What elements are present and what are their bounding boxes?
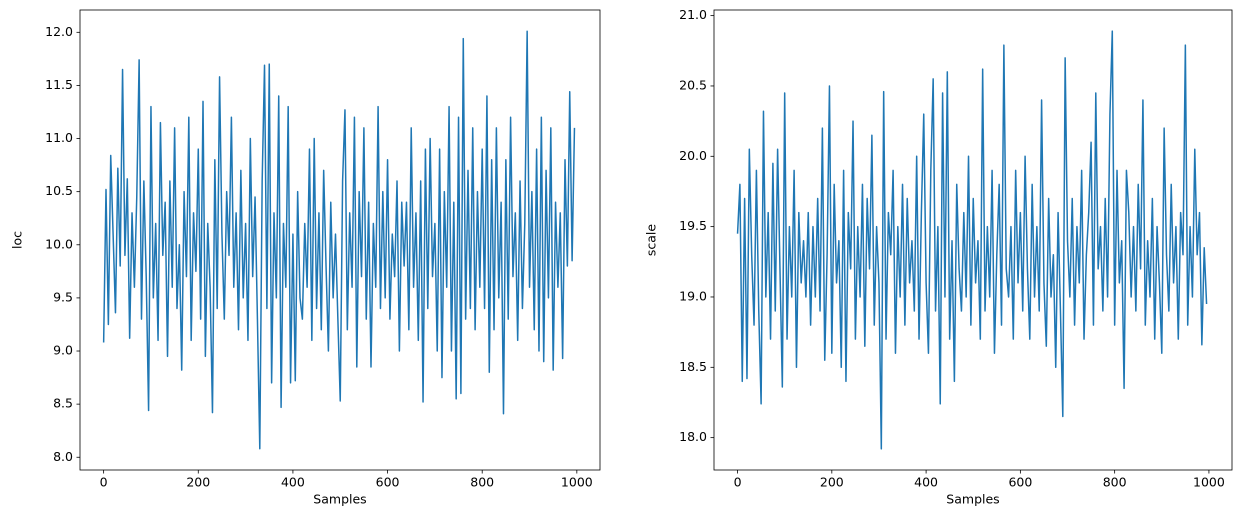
axes-frame (713, 9, 1233, 471)
x-axis-label: Samples (946, 492, 999, 507)
data-line (102, 30, 576, 450)
x-tick-label: 200 (820, 475, 844, 490)
x-tick-label: 800 (1103, 475, 1127, 490)
x-tick-label: 0 (734, 475, 742, 490)
x-tick-label: 400 (281, 475, 305, 490)
axes-frame (79, 9, 601, 471)
y-tick-label: 9.0 (53, 343, 73, 358)
y-axis-label: loc (10, 231, 25, 249)
y-tick-label: 8.5 (53, 396, 73, 411)
y-tick-label: 19.5 (679, 218, 707, 233)
y-tick-label: 12.0 (45, 24, 73, 39)
x-tick-label: 400 (914, 475, 938, 490)
x-tick-label: 1000 (1193, 475, 1225, 490)
y-tick-label: 11.0 (45, 130, 73, 145)
x-axis-label: Samples (313, 492, 366, 507)
data-line (736, 30, 1208, 450)
y-tick-label: 8.0 (53, 449, 73, 464)
y-tick-label: 9.5 (53, 289, 73, 304)
y-tick-label: 20.5 (679, 77, 707, 92)
y-tick-label: 10.5 (45, 183, 73, 198)
y-tick-label: 18.0 (679, 429, 707, 444)
x-tick-label: 200 (186, 475, 210, 490)
y-tick-label: 19.0 (679, 288, 707, 303)
x-tick-label: 0 (100, 475, 108, 490)
x-tick-label: 600 (1008, 475, 1032, 490)
y-tick-label: 10.0 (45, 236, 73, 251)
y-tick-label: 18.5 (679, 359, 707, 374)
x-tick-label: 600 (376, 475, 400, 490)
y-tick-label: 21.0 (679, 7, 707, 22)
x-tick-label: 800 (470, 475, 494, 490)
x-tick-label: 1000 (561, 475, 593, 490)
y-axis-label: scale (644, 224, 659, 257)
y-tick-label: 11.5 (45, 77, 73, 92)
y-tick-label: 20.0 (679, 148, 707, 163)
